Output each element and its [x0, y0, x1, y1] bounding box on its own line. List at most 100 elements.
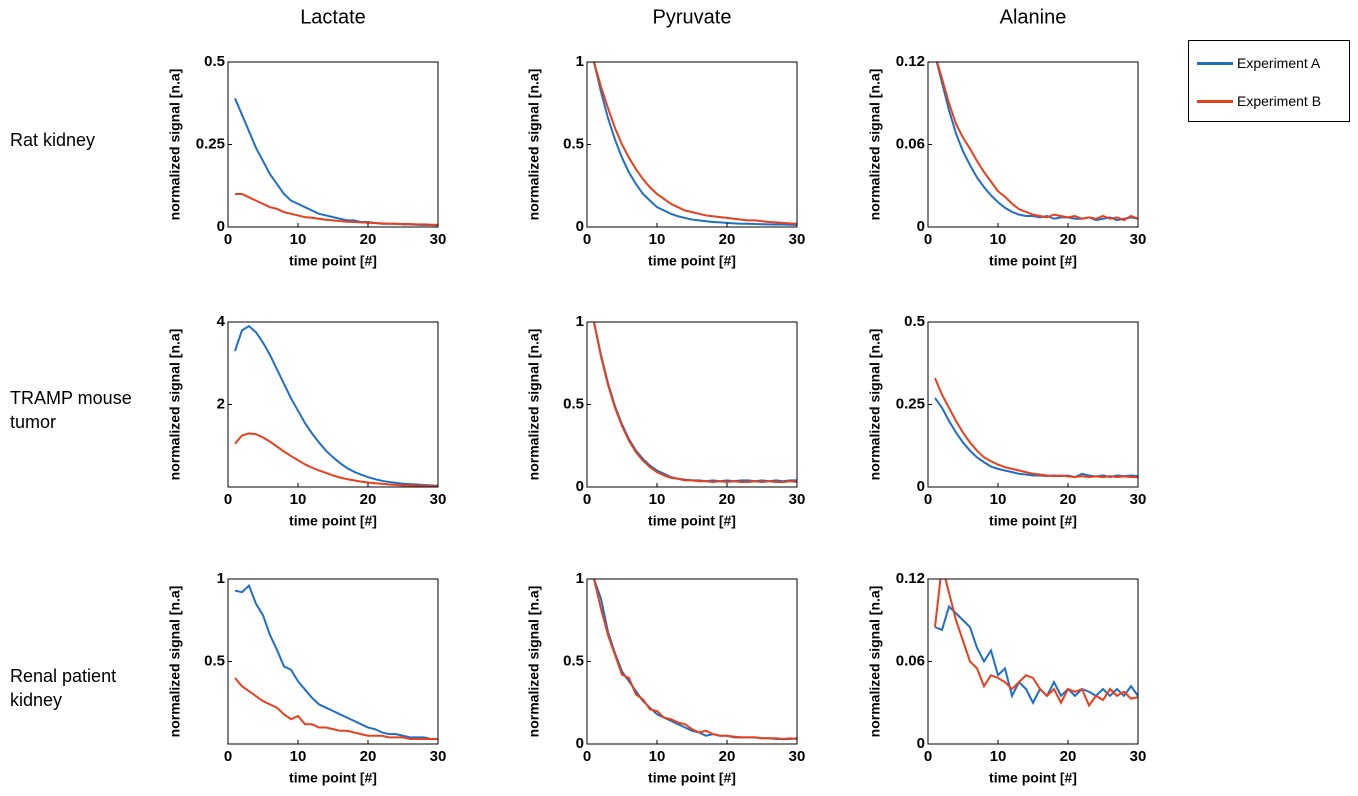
data-line [235, 193, 438, 226]
y-tick-label: 4 [217, 313, 226, 330]
data-line [593, 62, 797, 226]
y-tick-label: 0 [917, 218, 925, 235]
y-tick-label: 0.12 [896, 53, 925, 70]
data-line [935, 62, 1138, 222]
x-axis-label: time point [#] [289, 770, 377, 786]
x-tick-label: 30 [1130, 748, 1147, 765]
row-label: Renal patient kidney [10, 666, 117, 710]
y-tick-label: 0.5 [563, 395, 584, 412]
x-tick-label: 20 [1060, 231, 1077, 248]
y-tick-label: 1 [576, 570, 584, 587]
y-axis-label: normalized signal [n.a] [526, 69, 542, 221]
column-title: Lactate [300, 6, 366, 28]
y-tick-label: 0 [576, 478, 584, 495]
y-tick-label: 0 [217, 218, 225, 235]
y-tick-label: 0 [917, 735, 925, 752]
x-tick-label: 10 [990, 491, 1007, 508]
x-tick-label: 0 [583, 491, 591, 508]
column-title: Pyruvate [653, 6, 732, 28]
x-tick-label: 0 [924, 231, 932, 248]
row-label: Rat kidney [10, 130, 96, 150]
y-tick-label: 0 [576, 735, 584, 752]
x-tick-label: 0 [583, 748, 591, 765]
x-tick-label: 30 [789, 231, 806, 248]
data-line [593, 579, 797, 741]
y-axis-label: normalized signal [n.a] [867, 329, 883, 481]
x-tick-label: 20 [719, 748, 736, 765]
x-tick-label: 30 [789, 748, 806, 765]
data-line [934, 604, 1138, 705]
y-tick-label: 0.5 [204, 652, 225, 669]
x-tick-label: 20 [1060, 748, 1077, 765]
y-tick-label: 0.06 [896, 652, 925, 669]
data-line [934, 397, 1138, 479]
plot-frame [927, 578, 1139, 745]
y-tick-label: 0.12 [896, 570, 925, 587]
data-line [234, 432, 438, 487]
x-tick-label: 0 [224, 491, 232, 508]
x-tick-label: 10 [649, 491, 666, 508]
x-tick-label: 30 [430, 231, 447, 248]
x-tick-label: 10 [649, 748, 666, 765]
data-line [234, 324, 438, 487]
data-line [593, 62, 797, 225]
y-tick-label: 0.25 [896, 395, 925, 412]
data-line [234, 583, 438, 741]
plot-frame [227, 578, 439, 745]
legend-item: Experiment B [1197, 93, 1321, 109]
x-axis-label: time point [#] [989, 253, 1077, 269]
y-tick-label: 0.25 [196, 135, 225, 152]
data-line [934, 377, 1138, 479]
x-tick-label: 20 [719, 491, 736, 508]
y-axis-label: normalized signal [n.a] [167, 69, 183, 221]
y-tick-label: 0 [576, 218, 584, 235]
y-axis-label: normalized signal [n.a] [867, 586, 883, 738]
plot-frame [586, 61, 798, 228]
x-tick-label: 20 [360, 748, 377, 765]
x-tick-label: 0 [224, 748, 232, 765]
x-axis-label: time point [#] [289, 513, 377, 529]
y-axis-label: normalized signal [n.a] [526, 329, 542, 481]
data-line [934, 579, 1138, 708]
x-tick-label: 0 [924, 491, 932, 508]
plot-frame [927, 321, 1139, 488]
x-axis-label: time point [#] [289, 253, 377, 269]
y-tick-label: 0.5 [904, 313, 925, 330]
x-tick-label: 10 [649, 231, 666, 248]
legend-swatch [1197, 61, 1233, 65]
column-title: Alanine [1000, 6, 1067, 28]
legend-swatch [1197, 99, 1233, 103]
y-tick-label: 0.06 [896, 135, 925, 152]
data-line [234, 677, 438, 741]
x-tick-label: 30 [1130, 231, 1147, 248]
legend-label: Experiment B [1237, 93, 1322, 109]
x-tick-label: 30 [1130, 491, 1147, 508]
data-line [936, 62, 1138, 222]
x-tick-label: 10 [290, 748, 307, 765]
plot-frame [586, 321, 798, 488]
x-axis-label: time point [#] [989, 770, 1077, 786]
data-line [593, 579, 797, 741]
y-axis-label: normalized signal [n.a] [167, 329, 183, 481]
x-tick-label: 10 [290, 491, 307, 508]
x-tick-label: 20 [360, 231, 377, 248]
x-axis-label: time point [#] [648, 253, 736, 269]
y-tick-label: 0 [917, 478, 925, 495]
y-tick-label: 1 [576, 53, 584, 70]
y-tick-label: 0.5 [563, 652, 584, 669]
x-tick-label: 0 [924, 748, 932, 765]
legend-item: Experiment A [1197, 55, 1320, 71]
x-tick-label: 10 [290, 231, 307, 248]
x-tick-label: 20 [1060, 491, 1077, 508]
plot-frame [227, 321, 439, 488]
y-tick-label: 2 [217, 395, 225, 412]
x-tick-label: 20 [719, 231, 736, 248]
row-label: TRAMP mouse tumor [10, 388, 132, 432]
x-tick-label: 30 [430, 748, 447, 765]
x-tick-label: 20 [360, 491, 377, 508]
y-tick-label: 0.5 [563, 135, 584, 152]
y-axis-label: normalized signal [n.a] [867, 69, 883, 221]
y-tick-label: 1 [217, 570, 225, 587]
